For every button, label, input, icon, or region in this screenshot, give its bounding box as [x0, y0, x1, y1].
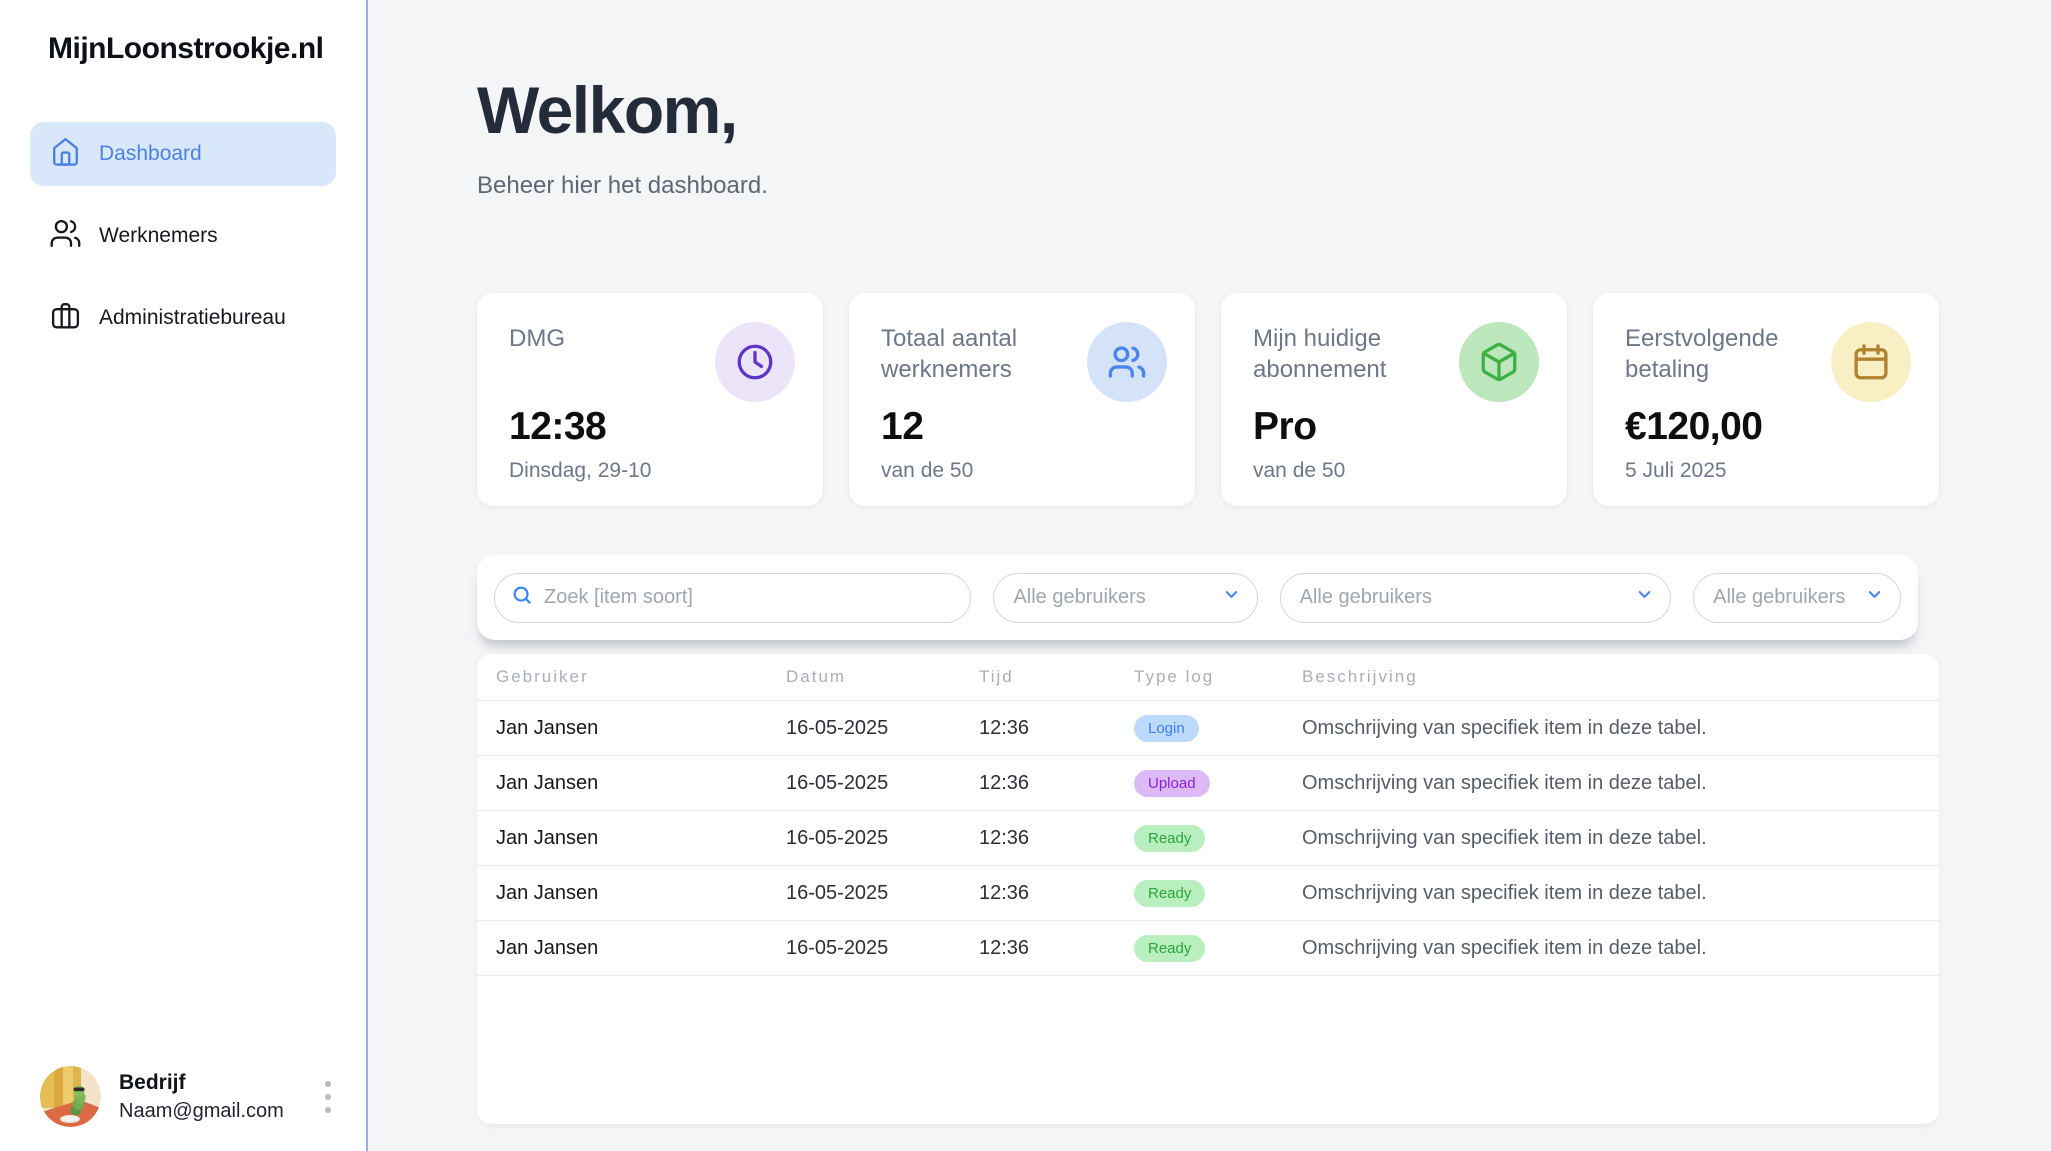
- cell-type-log: Ready: [1134, 879, 1302, 907]
- search-input[interactable]: [544, 586, 955, 609]
- table-row: Jan Jansen 16-05-2025 12:36 Ready Omschr…: [477, 921, 1939, 976]
- stat-value: Pro: [1253, 405, 1317, 448]
- table-row: Jan Jansen 16-05-2025 12:36 Login Omschr…: [477, 701, 1939, 756]
- clock-icon: [715, 322, 795, 402]
- stat-card-dmg: DMG 12:38 Dinsdag, 29-10: [477, 293, 823, 506]
- dropdown-value: Alle gebruikers: [1299, 586, 1432, 608]
- filter-bar: Alle gebruikers Alle gebruikers Alle geb…: [477, 555, 1918, 640]
- cell-tijd: 12:36: [979, 826, 1030, 849]
- cell-gebruiker: Jan Jansen: [496, 936, 599, 959]
- cell-beschrijving: Omschrijving van specifiek item in deze …: [1302, 771, 1707, 794]
- table-header: Gebruiker Datum Tijd Type log Beschrijvi…: [477, 654, 1939, 701]
- search-box[interactable]: [494, 572, 972, 623]
- cell-gebruiker: Jan Jansen: [496, 716, 599, 739]
- chevron-down-icon: [1865, 585, 1884, 610]
- stat-value: €120,00: [1625, 405, 1763, 448]
- table-row: Jan Jansen 16-05-2025 12:36 Ready Omschr…: [477, 866, 1939, 921]
- calendar-icon: [1831, 322, 1911, 402]
- cell-tijd: 12:36: [979, 716, 1030, 739]
- sidebar-item-label: Dashboard: [99, 142, 202, 165]
- sidebar-item-administratiebureau[interactable]: Administratiebureau: [30, 286, 336, 350]
- type-log-badge: Login: [1134, 714, 1199, 742]
- cell-beschrijving: Omschrijving van specifiek item in deze …: [1302, 936, 1707, 959]
- stat-label: DMG: [509, 325, 565, 352]
- cell-gebruiker: Jan Jansen: [496, 826, 599, 849]
- type-log-badge: Ready: [1134, 934, 1206, 962]
- cell-beschrijving: Omschrijving van specifiek item in deze …: [1302, 881, 1707, 904]
- home-icon: [49, 135, 82, 174]
- column-header-gebruiker: Gebruiker: [496, 667, 589, 686]
- main-content: Welkom, Beheer hier het dashboard. DMG 1…: [370, 0, 2051, 1151]
- stat-value: 12:38: [509, 405, 607, 448]
- type-log-badge: Upload: [1134, 769, 1210, 797]
- cell-datum: 16-05-2025: [786, 771, 889, 794]
- stat-value: 12: [881, 405, 924, 448]
- cell-tijd: 12:36: [979, 881, 1030, 904]
- sidebar-item-label: Werknemers: [99, 224, 218, 247]
- stat-subtext: van de 50: [881, 459, 974, 482]
- stat-label: Totaal aantal werknemers: [881, 325, 1018, 384]
- dropdown-value: Alle gebruikers: [1713, 586, 1846, 608]
- cell-type-log: Ready: [1134, 824, 1302, 852]
- stat-card-betaling: Eerstvolgende betaling €120,00 5 Juli 20…: [1593, 293, 1939, 506]
- filter-dropdown-3[interactable]: Alle gebruikers: [1693, 572, 1901, 623]
- dropdown-value: Alle gebruikers: [1013, 586, 1146, 608]
- cell-type-log: Ready: [1134, 934, 1302, 962]
- sidebar-item-werknemers[interactable]: Werknemers: [30, 204, 336, 268]
- column-header-type-log: Type log: [1134, 667, 1215, 686]
- filter-dropdown-2[interactable]: Alle gebruikers: [1279, 572, 1672, 623]
- table-body: Jan Jansen 16-05-2025 12:36 Login Omschr…: [477, 701, 1939, 976]
- stat-subtext: 5 Juli 2025: [1625, 459, 1727, 482]
- stat-label: Mijn huidige abonnement: [1253, 325, 1387, 384]
- stat-label: Eerstvolgende betaling: [1625, 325, 1779, 384]
- table-row: Jan Jansen 16-05-2025 12:36 Ready Omschr…: [477, 811, 1939, 866]
- stat-subtext: van de 50: [1253, 459, 1346, 482]
- cell-datum: 16-05-2025: [786, 936, 889, 959]
- type-log-badge: Ready: [1134, 879, 1206, 907]
- cell-datum: 16-05-2025: [786, 716, 889, 739]
- sidebar-item-label: Administratiebureau: [99, 306, 286, 329]
- cell-datum: 16-05-2025: [786, 826, 889, 849]
- user-profile: Bedrijf Naam@gmail.com: [40, 1066, 338, 1127]
- column-header-datum: Datum: [786, 667, 847, 686]
- search-icon: [511, 584, 533, 611]
- cell-tijd: 12:36: [979, 936, 1030, 959]
- users-icon: [49, 217, 82, 256]
- cell-type-log: Login: [1134, 714, 1302, 742]
- stat-cards: DMG 12:38 Dinsdag, 29-10 Totaal aantal w…: [477, 293, 1939, 506]
- cell-gebruiker: Jan Jansen: [496, 771, 599, 794]
- column-header-beschrijving: Beschrijving: [1302, 667, 1418, 686]
- filter-dropdown-1[interactable]: Alle gebruikers: [993, 572, 1258, 623]
- stat-card-werknemers: Totaal aantal werknemers 12 van de 50: [849, 293, 1195, 506]
- package-icon: [1459, 322, 1539, 402]
- user-name: Bedrijf: [119, 1070, 186, 1094]
- users-icon: [1087, 322, 1167, 402]
- page-subtitle: Beheer hier het dashboard.: [477, 172, 768, 199]
- cell-tijd: 12:36: [979, 771, 1030, 794]
- cell-beschrijving: Omschrijving van specifiek item in deze …: [1302, 716, 1707, 739]
- kebab-menu-icon[interactable]: [318, 1073, 338, 1121]
- chevron-down-icon: [1635, 585, 1654, 610]
- avatar: [40, 1066, 101, 1127]
- briefcase-icon: [49, 299, 82, 338]
- user-email: Naam@gmail.com: [119, 1099, 284, 1122]
- sidebar-nav: Dashboard Werknemers Admi: [30, 122, 336, 350]
- cell-datum: 16-05-2025: [786, 881, 889, 904]
- log-table: Gebruiker Datum Tijd Type log Beschrijvi…: [477, 654, 1939, 1124]
- stat-card-abonnement: Mijn huidige abonnement Pro van de 50: [1221, 293, 1567, 506]
- table-row: Jan Jansen 16-05-2025 12:36 Upload Omsch…: [477, 756, 1939, 811]
- type-log-badge: Ready: [1134, 824, 1206, 852]
- column-header-tijd: Tijd: [979, 667, 1014, 686]
- cell-beschrijving: Omschrijving van specifiek item in deze …: [1302, 826, 1707, 849]
- stat-subtext: Dinsdag, 29-10: [509, 459, 652, 482]
- sidebar-item-dashboard[interactable]: Dashboard: [30, 122, 336, 186]
- sidebar: MijnLoonstrookje.nl Dashboard Werkneme: [0, 0, 368, 1151]
- page-title: Welkom,: [477, 73, 738, 147]
- chevron-down-icon: [1222, 585, 1241, 610]
- cell-type-log: Upload: [1134, 769, 1302, 797]
- cell-gebruiker: Jan Jansen: [496, 881, 599, 904]
- brand-logo: MijnLoonstrookje.nl: [48, 32, 324, 65]
